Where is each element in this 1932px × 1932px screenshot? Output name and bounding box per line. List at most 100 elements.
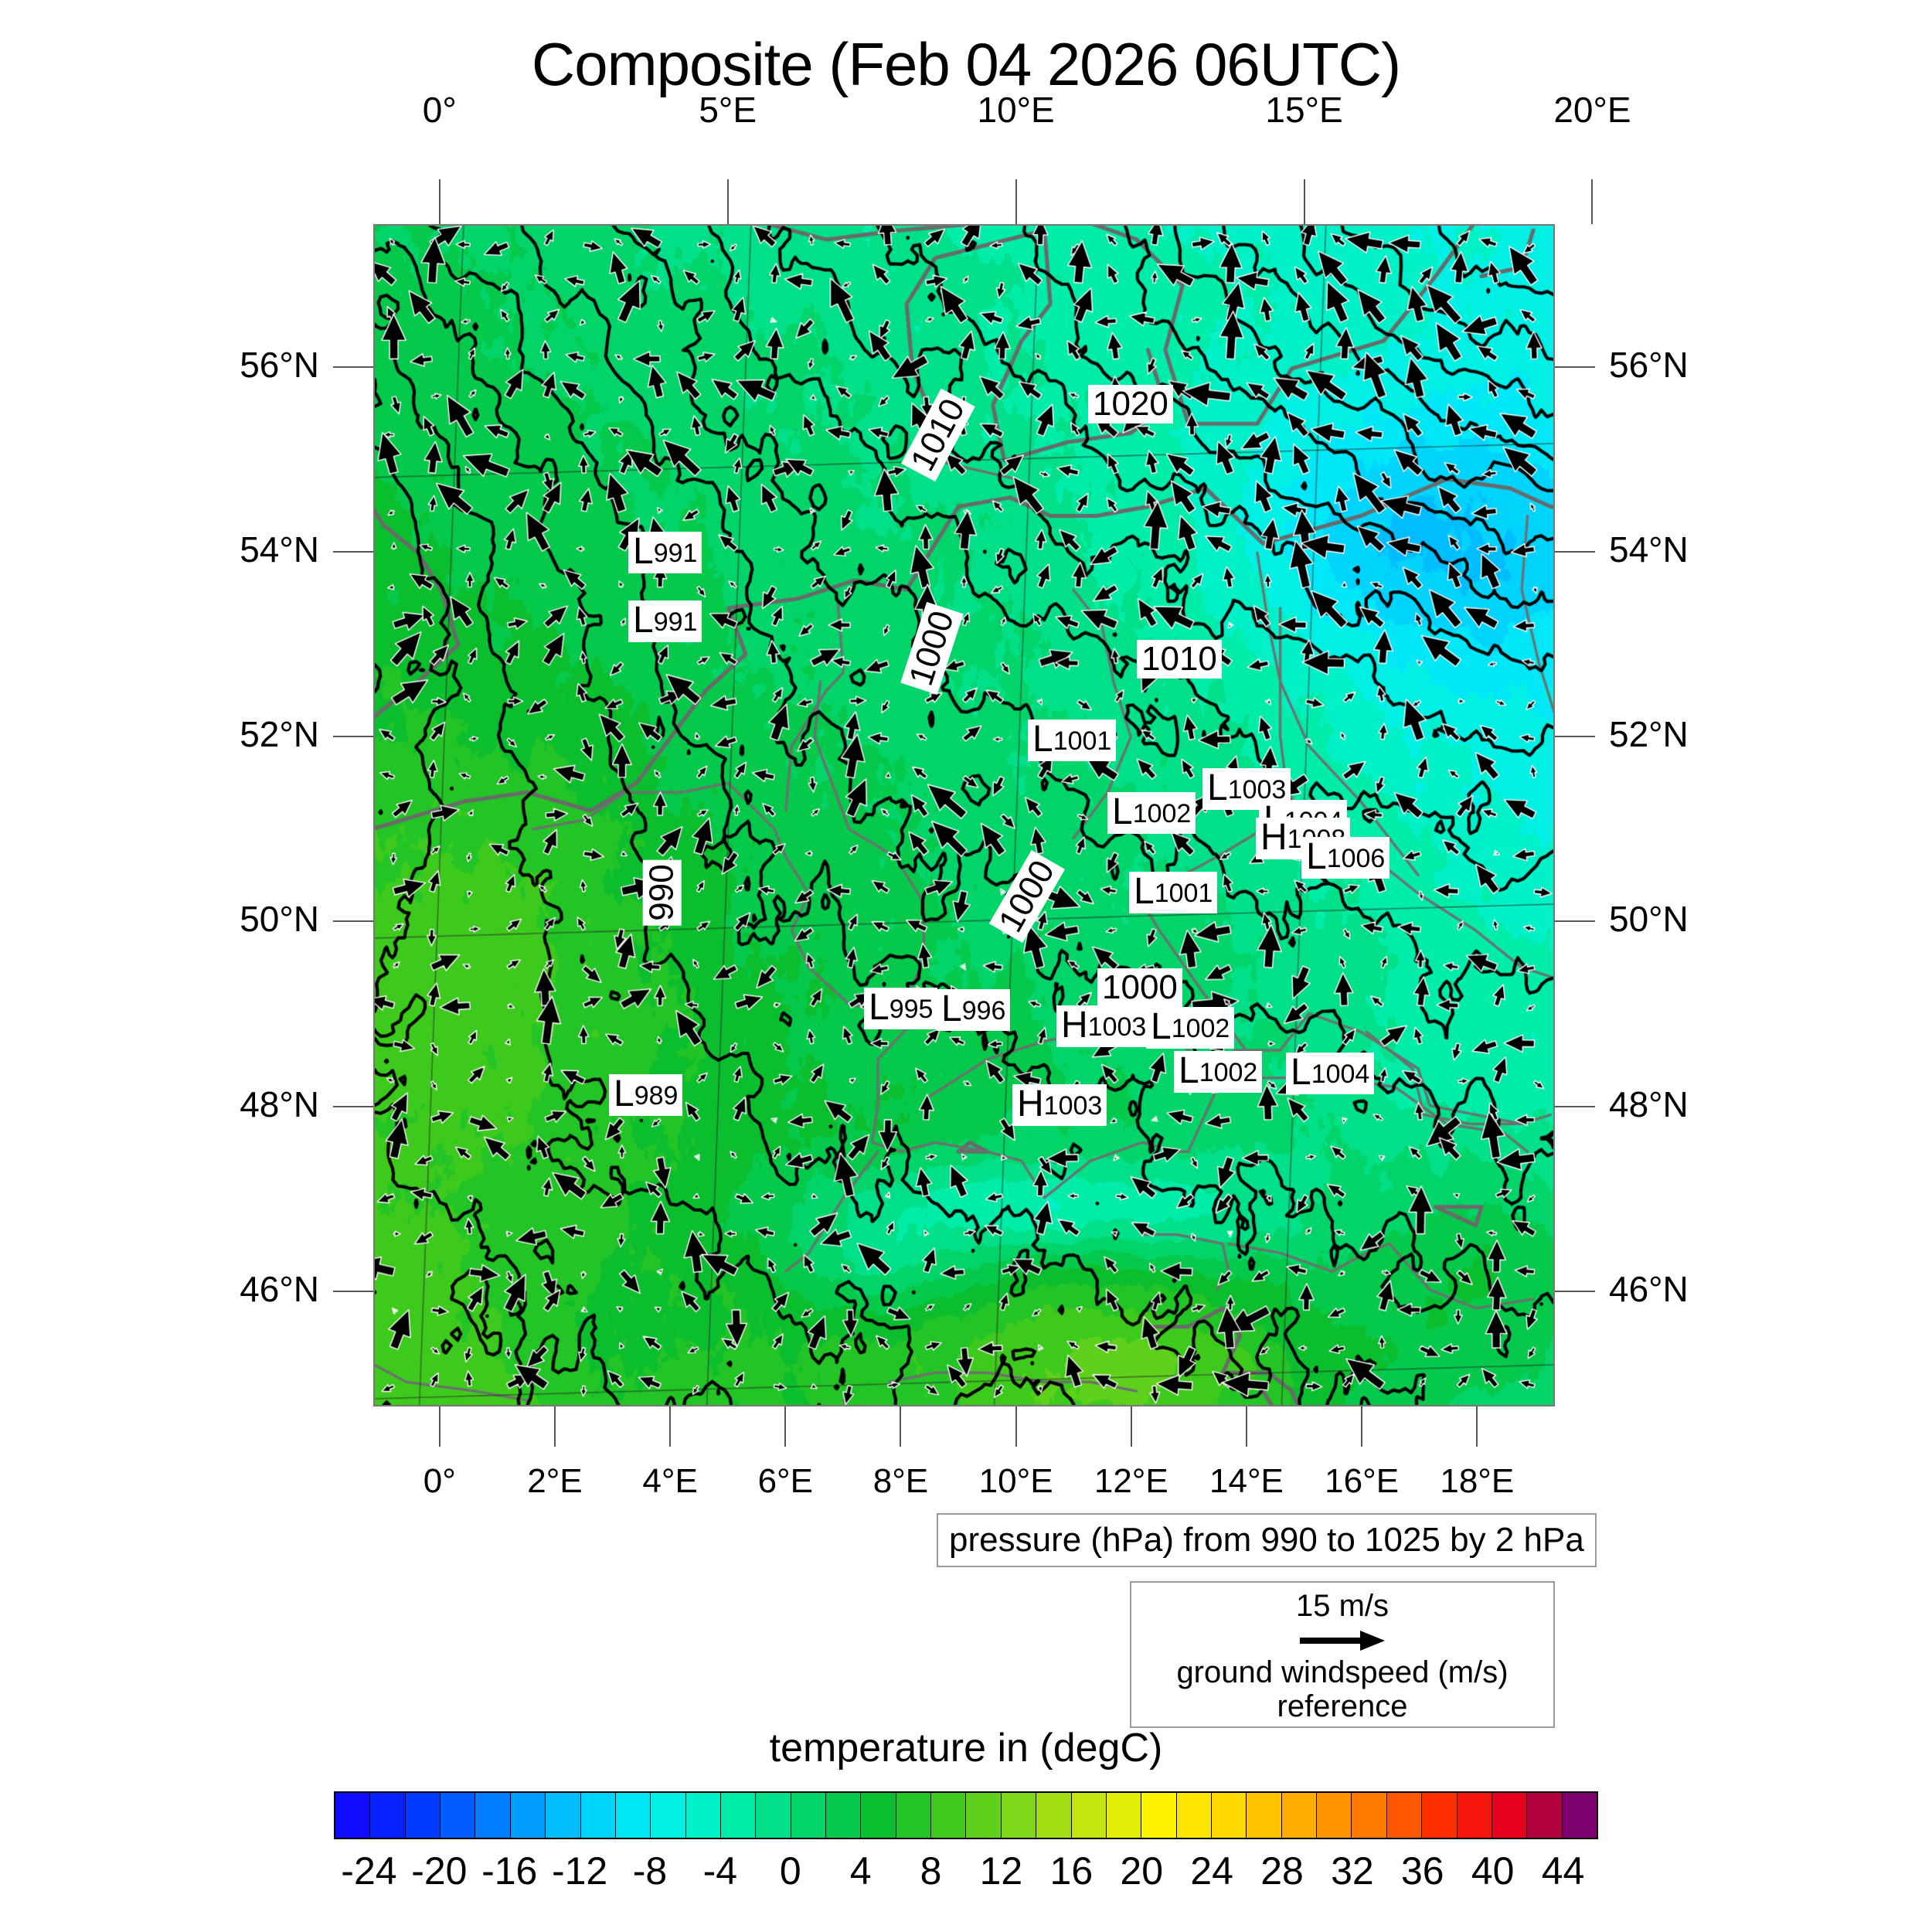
colorbar-swatch-34: [1527, 1793, 1563, 1838]
pressure-marker-type: L: [633, 600, 654, 641]
colorbar-tick-labels: -24 -20 -16 -12 -8 -4 0 4 8 12 16 20 24 28 32 36 40 44: [334, 1849, 1598, 1895]
colorbar-swatch-7: [580, 1793, 616, 1838]
colorbar-tick-16: 16: [1049, 1849, 1094, 1893]
bottom-tick-9: [1476, 1406, 1478, 1447]
contour-label-990-4: 990: [642, 859, 682, 926]
pressure-marker-value: 995: [889, 995, 934, 1024]
colorbar-tick-44: 44: [1541, 1849, 1585, 1893]
colorbar-tick--4: -4: [702, 1849, 738, 1893]
bottom-axis-label-8: 16°E: [1325, 1462, 1400, 1500]
colorbar-swatch-32: [1457, 1793, 1492, 1838]
colorbar-swatch-23: [1141, 1793, 1177, 1838]
bottom-tick-4: [900, 1406, 902, 1447]
colorbar-tick-36: 36: [1400, 1849, 1444, 1893]
wind-reference-value: 15 m/s: [1295, 1589, 1389, 1623]
pressure-marker-l-1001: L1001: [1028, 719, 1117, 761]
left-axis-label-0: 56°N: [240, 345, 319, 386]
bottom-tick-3: [784, 1406, 787, 1447]
pressure-marker-value: 1002: [1132, 799, 1192, 828]
pressure-marker-type: L: [1207, 767, 1228, 808]
colorbar-swatch-8: [615, 1793, 651, 1838]
colorbar-swatch-29: [1352, 1793, 1387, 1838]
pressure-legend-box: pressure (hPa) from 990 to 1025 by 2 hPa: [937, 1513, 1597, 1567]
pressure-marker-l-995: L995: [864, 987, 938, 1029]
pressure-marker-value: 1003: [1043, 1091, 1103, 1121]
pressure-marker-h-1003: H1003: [1056, 1005, 1151, 1047]
pressure-marker-l-991: L991: [628, 600, 702, 642]
contour-label-1010-3: 1010: [1137, 640, 1222, 679]
colorbar-swatch-10: [685, 1793, 721, 1838]
bottom-tick-2: [669, 1406, 672, 1447]
right-tick-5: [1555, 1290, 1595, 1292]
top-axis-label-3: 15°E: [1265, 90, 1343, 130]
left-axis-label-1: 54°N: [240, 529, 319, 570]
bottom-axis-label-9: 18°E: [1440, 1462, 1515, 1500]
page-title: Composite (Feb 04 2026 06UTC): [531, 30, 1401, 98]
pressure-marker-l-1003: L1003: [1202, 768, 1291, 810]
colorbar-title: temperature in (degC): [769, 1726, 1163, 1770]
right-axis-label-0: 56°N: [1609, 345, 1689, 386]
left-tick-2: [333, 736, 373, 738]
pressure-marker-l-1001: L1001: [1129, 871, 1218, 913]
left-tick-4: [333, 1105, 373, 1107]
contour-label-1020-1: 1020: [1088, 385, 1173, 423]
left-tick-3: [333, 920, 373, 923]
colorbar-swatch-31: [1422, 1793, 1458, 1838]
colorbar-tick-12: 12: [979, 1849, 1023, 1893]
colorbar-swatch-6: [546, 1793, 581, 1838]
right-arrow-icon: [1300, 1631, 1385, 1651]
contour-label-1000-6: 1000: [1097, 968, 1182, 1007]
colorbar-swatch-17: [931, 1793, 967, 1838]
colorbar-swatch-35: [1562, 1793, 1597, 1838]
bottom-axis-label-2: 4°E: [642, 1462, 698, 1500]
bottom-axis-label-5: 10°E: [978, 1462, 1053, 1500]
pressure-marker-type: L: [1306, 836, 1327, 877]
pressure-marker-type: L: [1134, 871, 1155, 912]
bottom-axis-label-7: 14°E: [1209, 1462, 1284, 1500]
colorbar-swatch-9: [651, 1793, 686, 1838]
bottom-axis-label-4: 8°E: [872, 1462, 929, 1500]
wind-reference-legend: 15 m/s ground windspeed (m/s) reference: [1130, 1581, 1555, 1728]
top-axis-label-1: 5°E: [699, 90, 757, 130]
right-tick-0: [1555, 366, 1595, 369]
top-tick-0: [438, 179, 440, 224]
colorbar-swatch-25: [1211, 1793, 1247, 1838]
pressure-marker-type: L: [1151, 1006, 1172, 1047]
pressure-marker-type: L: [1032, 719, 1053, 760]
colorbar-tick-0: 0: [779, 1849, 801, 1893]
temperature-colorbar[interactable]: [334, 1791, 1598, 1839]
pressure-marker-type: L: [633, 531, 654, 572]
pressure-marker-value: 991: [653, 607, 698, 637]
colorbar-swatch-28: [1317, 1793, 1352, 1838]
left-tick-0: [333, 366, 373, 369]
colorbar-tick--20: -20: [411, 1849, 468, 1893]
colorbar-tick--24: -24: [341, 1849, 397, 1893]
pressure-marker-type: L: [1112, 791, 1133, 832]
colorbar-swatch-3: [440, 1793, 476, 1838]
wind-reference-caption: ground windspeed (m/s) reference: [1176, 1655, 1509, 1723]
left-tick-5: [333, 1290, 373, 1292]
pressure-marker-type: L: [869, 987, 889, 1028]
left-axis-label-4: 48°N: [240, 1083, 319, 1124]
colorbar-swatch-30: [1386, 1793, 1423, 1838]
colorbar-tick--16: -16: [481, 1849, 538, 1893]
pressure-marker-type: L: [1179, 1050, 1199, 1091]
pressure-marker-l-1006: L1006: [1301, 836, 1390, 879]
pressure-marker-l-989: L989: [609, 1073, 683, 1116]
top-axis-label-4: 20°E: [1553, 90, 1631, 130]
colorbar-tick--12: -12: [551, 1849, 608, 1893]
colorbar-swatch-14: [826, 1793, 862, 1838]
right-tick-1: [1555, 551, 1595, 553]
bottom-tick-0: [438, 1406, 440, 1447]
right-tick-2: [1555, 736, 1595, 738]
pressure-marker-type: L: [614, 1073, 634, 1114]
left-axis-label-5: 46°N: [240, 1268, 319, 1309]
colorbar-tick-24: 24: [1190, 1849, 1233, 1893]
colorbar-tick--8: -8: [632, 1849, 668, 1893]
pressure-marker-value: 1004: [1311, 1060, 1370, 1089]
pressure-marker-value: 991: [653, 539, 698, 568]
pressure-marker-value: 1003: [1227, 775, 1287, 804]
bottom-tick-1: [553, 1406, 556, 1447]
pressure-marker-type: H: [1017, 1083, 1044, 1124]
pressure-marker-value: 1001: [1154, 879, 1213, 908]
